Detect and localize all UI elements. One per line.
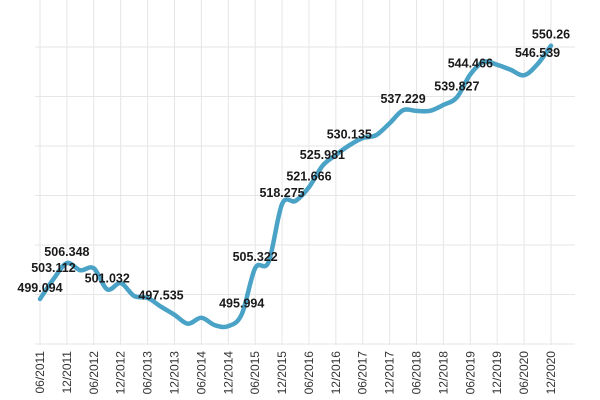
data-label: 546.539 <box>515 46 560 60</box>
data-points <box>39 45 552 327</box>
x-tick-label: 06/2019 <box>463 351 477 395</box>
horizontal-gridlines <box>35 46 575 345</box>
x-tick-label: 06/2011 <box>33 351 47 394</box>
data-label: 506.348 <box>44 245 89 259</box>
data-label: 503.112 <box>31 261 76 275</box>
x-tick-label: 06/2017 <box>356 351 370 395</box>
x-tick-label: 06/2014 <box>194 351 208 395</box>
x-tick-label: 12/2020 <box>544 351 558 395</box>
x-tick-label: 12/2017 <box>383 351 397 395</box>
data-label: 550.26 <box>532 28 570 42</box>
data-label: 501.032 <box>85 271 130 285</box>
x-tick-label: 06/2013 <box>141 351 155 395</box>
x-tick-label: 12/2011 <box>60 351 74 394</box>
vertical-gridlines <box>39 0 552 345</box>
x-tick-label: 12/2016 <box>329 351 343 395</box>
data-label: 521.666 <box>286 169 331 183</box>
data-label: 539.827 <box>434 79 479 93</box>
x-tick-label: 12/2019 <box>490 351 504 395</box>
data-label: 505.322 <box>233 250 278 264</box>
data-label: 499.094 <box>17 281 62 295</box>
x-tick-label: 12/2018 <box>436 351 450 395</box>
data-label: 495.994 <box>219 296 264 310</box>
x-tick-label: 06/2012 <box>87 351 101 395</box>
data-label: 544.466 <box>448 56 493 70</box>
data-labels: 499.094 503.112 506.348 501.032 497.535 495.9… <box>17 28 570 311</box>
x-tick-label: 06/2015 <box>248 351 262 395</box>
data-label: 497.535 <box>138 289 183 303</box>
data-label: 530.135 <box>327 127 372 141</box>
data-label: 525.981 <box>300 148 345 162</box>
x-tick-label: 06/2020 <box>517 351 531 395</box>
data-label: 537.229 <box>380 92 425 106</box>
x-tick-label: 12/2015 <box>275 351 289 395</box>
x-tick-label: 12/2014 <box>221 351 235 395</box>
x-tick-label: 12/2013 <box>167 351 181 395</box>
data-label: 518.275 <box>259 186 304 200</box>
x-tick-label: 12/2012 <box>114 351 128 395</box>
x-tick-label: 06/2018 <box>410 351 424 395</box>
x-axis-tick-labels: 06/2011 12/2011 06/2012 12/2012 06/2013 12/20… <box>33 351 558 395</box>
x-tick-label: 06/2016 <box>302 351 316 395</box>
